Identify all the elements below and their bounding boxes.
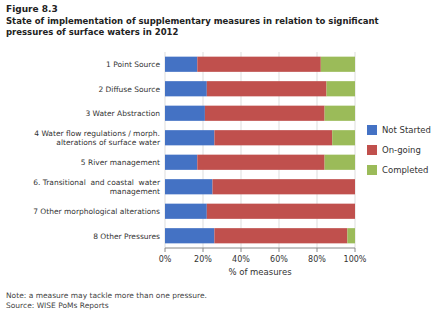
bar-segment bbox=[325, 106, 355, 121]
bar-segment bbox=[327, 81, 356, 96]
legend-swatch bbox=[367, 125, 377, 135]
legend-label: Not Started bbox=[382, 125, 431, 135]
bar-segment bbox=[165, 57, 197, 72]
bar-segment bbox=[197, 57, 320, 72]
bar-segment bbox=[347, 228, 355, 243]
tick-label: 100% bbox=[344, 255, 367, 264]
x-axis-label: % of measures bbox=[228, 267, 292, 277]
bar-segment bbox=[165, 179, 213, 194]
tick-label: 80% bbox=[308, 255, 326, 264]
title: State of implementation of supplementary… bbox=[6, 16, 379, 37]
figure-label: Figure 8.3 bbox=[6, 4, 58, 14]
tick-label: 0% bbox=[159, 255, 172, 264]
bar-segment bbox=[207, 204, 355, 219]
note: Note: a measure may tackle more than one… bbox=[6, 291, 207, 310]
tick-mark bbox=[355, 248, 356, 252]
category-label: 4 Water flow regulations / morph.alterat… bbox=[34, 129, 161, 147]
bar-segment bbox=[165, 155, 197, 170]
bar-segment bbox=[165, 204, 207, 219]
tick-label: 20% bbox=[194, 255, 212, 264]
tick-label: 40% bbox=[232, 255, 250, 264]
bar-segment bbox=[325, 155, 355, 170]
bar-segment bbox=[165, 130, 214, 145]
legend-swatch bbox=[367, 165, 377, 175]
grid bbox=[165, 52, 355, 248]
bar-segment bbox=[165, 228, 214, 243]
category-label: 1 Point Source bbox=[106, 60, 160, 69]
bar-segment bbox=[321, 57, 355, 72]
legend-label: Completed bbox=[382, 165, 428, 175]
tick-mark bbox=[165, 248, 166, 252]
category-label: 2 Diffuse Source bbox=[98, 85, 160, 94]
bar-segment bbox=[197, 155, 324, 170]
x-axis-line bbox=[165, 248, 355, 249]
category-label: 8 Other Pressures bbox=[93, 232, 160, 241]
bar-segment bbox=[165, 106, 205, 121]
category-label: 3 Water Abstraction bbox=[85, 109, 160, 118]
tick-mark bbox=[203, 248, 204, 252]
bar-segment bbox=[355, 179, 356, 194]
bar-segment bbox=[214, 130, 332, 145]
legend-label: On-going bbox=[382, 145, 421, 155]
bar-segment bbox=[355, 204, 356, 219]
tick-mark bbox=[279, 248, 280, 252]
bar-segment bbox=[213, 179, 356, 194]
tick-mark bbox=[317, 248, 318, 252]
bar-segment bbox=[205, 106, 325, 121]
legend: Not Started On-going Completed bbox=[367, 125, 431, 175]
bar-segment bbox=[207, 81, 327, 96]
bar-segment bbox=[165, 81, 207, 96]
bar-segment bbox=[214, 228, 347, 243]
tick-mark bbox=[241, 248, 242, 252]
legend-swatch bbox=[367, 145, 377, 155]
category-label: 6. Transitional and coastal watermanagem… bbox=[33, 178, 161, 196]
category-label: 5 River management bbox=[81, 158, 160, 167]
tick-label: 60% bbox=[270, 255, 288, 264]
category-label: 7 Other morphological alterations bbox=[33, 207, 160, 216]
bars bbox=[165, 57, 355, 244]
chart: Figure 8.3 State of implementation of sup… bbox=[0, 0, 448, 316]
bar-segment bbox=[332, 130, 355, 145]
